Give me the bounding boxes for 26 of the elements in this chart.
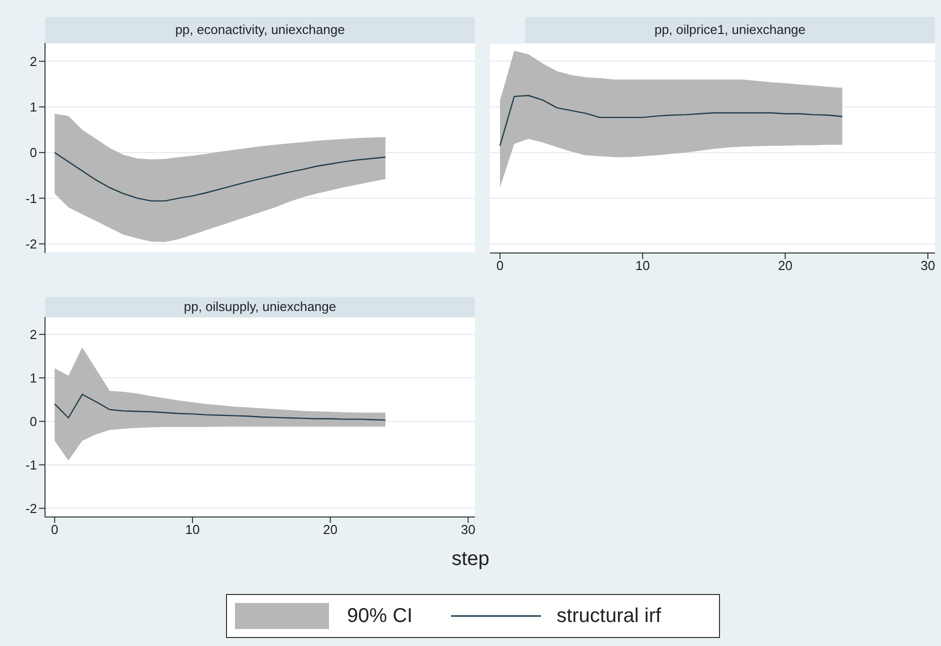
chart-title: pp, oilprice1, uniexchange — [525, 17, 935, 43]
x-tick-label: 30 — [460, 522, 476, 538]
y-tick-label: 2 — [30, 54, 37, 69]
x-tick-label: 20 — [323, 522, 338, 538]
y-tick-label: -2 — [25, 236, 37, 252]
y-tick-label: 0 — [30, 145, 37, 160]
line-series — [54, 394, 386, 421]
y-tick-label: -1 — [25, 457, 37, 472]
x-tick-label: 10 — [635, 258, 650, 274]
x-axis-title: step — [450, 548, 490, 571]
chart-title: pp, econactivity, uniexchange — [45, 17, 475, 43]
y-tick-label: 1 — [30, 370, 37, 386]
x-tick-label: 30 — [920, 258, 936, 274]
y-tick-label: 1 — [30, 100, 37, 115]
y-tick-label: 0 — [30, 414, 37, 429]
text: 90% CI — [347, 604, 413, 628]
legend-label: structural irf — [556, 604, 662, 628]
x-tick-label: 0 — [496, 258, 504, 274]
line-series — [54, 152, 386, 202]
y-tick-label: -2 — [25, 500, 37, 516]
x-tick-label: 20 — [778, 258, 792, 274]
chart-title: pp, oilsupply, uniexchange — [45, 297, 475, 317]
x-tick-label: 10 — [185, 522, 200, 538]
y-tick-label: 2 — [30, 327, 37, 342]
y-tick-label: -1 — [25, 190, 37, 206]
x-tick-label: 0 — [51, 522, 58, 538]
